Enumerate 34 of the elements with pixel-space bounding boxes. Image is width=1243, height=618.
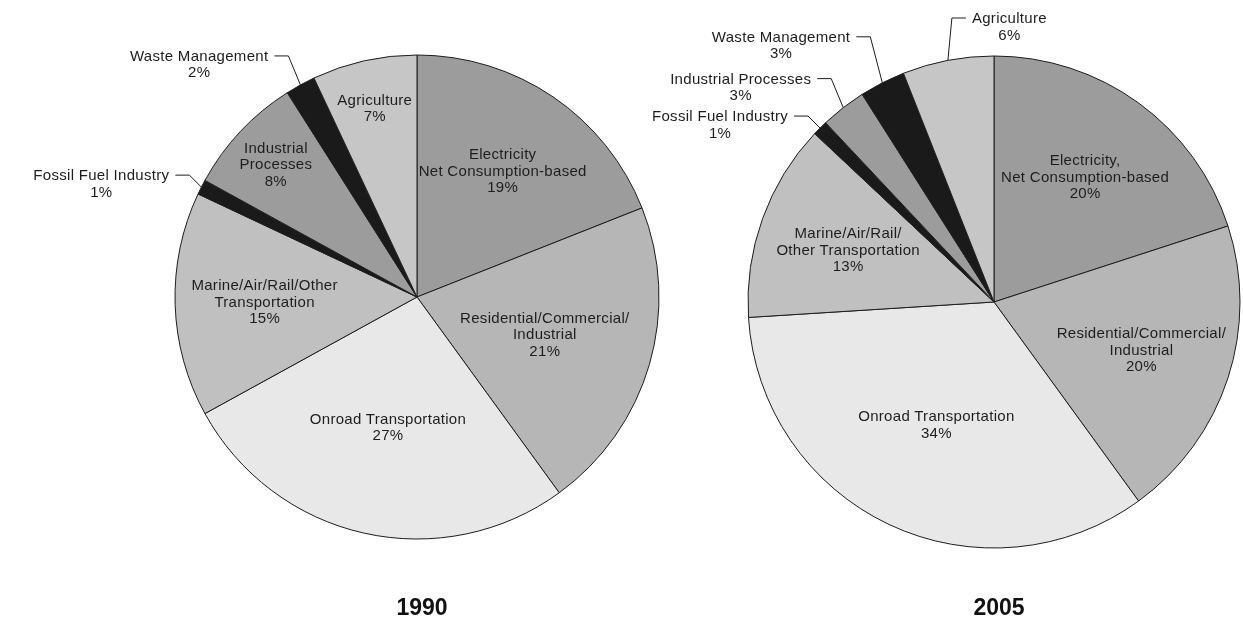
data-label: 2% [188, 63, 211, 81]
slice-label: Marine/Air/Rail/Other Transportation [191, 276, 338, 310]
data-label: 3% [769, 44, 793, 62]
slice-label: Marine/Air/Rail/ Other Transportation [776, 224, 920, 258]
data-label: 3% [729, 86, 752, 104]
data-label: 27% [372, 426, 404, 444]
slice-label: Industrial Processes [239, 138, 313, 173]
data-label: 20% [1125, 357, 1157, 375]
slice-label: Electricity Net Consumption-based [418, 145, 587, 179]
data-label: 13% [832, 257, 864, 274]
slice-label: Residential/Commercial/ Industrial [1056, 324, 1227, 358]
data-label: 15% [249, 309, 281, 327]
data-label: 20% [1069, 184, 1101, 202]
data-label: 21% [529, 341, 561, 359]
data-label: 1% [708, 123, 732, 141]
slice-label: Residential/Commercial/ Industrial [460, 308, 631, 343]
data-label: 8% [264, 171, 288, 189]
data-label: 1% [90, 182, 113, 200]
text: 1990 [395, 594, 449, 618]
slice-label: Industrial Processes [670, 69, 812, 87]
slice-label: Electricity, Net Consumption-based [1001, 151, 1170, 185]
data-label: 19% [487, 178, 519, 196]
data-label: 34% [920, 423, 952, 441]
data-label: 7% [363, 107, 386, 125]
slice-label: Agriculture [337, 90, 413, 108]
slice-label: Onroad Transportation [309, 409, 467, 427]
slice-label: Waste Management [711, 27, 851, 45]
data-label: 6% [998, 25, 1021, 43]
slice-label: Onroad Transportation [858, 407, 1015, 425]
slice-label: Waste Management [129, 46, 269, 64]
text: 2005 [972, 594, 1026, 618]
slice-label: Agriculture [971, 9, 1047, 26]
slice-label: Fossil Fuel Industry [33, 166, 170, 184]
slice-label: Fossil Fuel Industry [652, 107, 789, 125]
